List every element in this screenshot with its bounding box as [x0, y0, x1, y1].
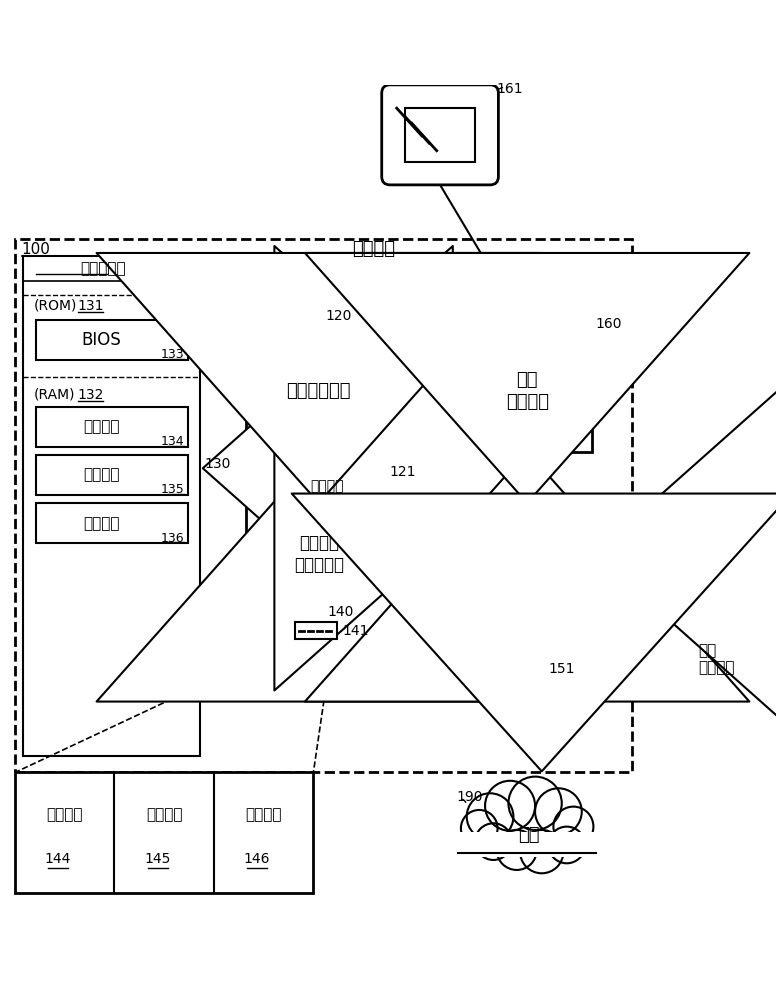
- Text: 非易失性: 非易失性: [299, 534, 339, 552]
- Bar: [296, 622, 337, 639]
- Text: 程序数据: 程序数据: [245, 807, 282, 822]
- Text: 131: 131: [78, 299, 104, 313]
- Bar: [36, 503, 188, 543]
- Text: 190: 190: [457, 790, 483, 804]
- Text: 144: 144: [45, 852, 71, 866]
- Bar: [462, 331, 592, 452]
- Text: 132: 132: [78, 388, 104, 402]
- Circle shape: [508, 777, 562, 830]
- Text: 计算设备: 计算设备: [352, 240, 395, 258]
- Text: 网络接口: 网络接口: [508, 545, 547, 563]
- Text: 中央处理单元: 中央处理单元: [286, 382, 351, 400]
- Circle shape: [466, 793, 514, 840]
- Text: 161: 161: [497, 82, 523, 96]
- Text: 程序数据: 程序数据: [84, 516, 120, 531]
- Text: 133: 133: [161, 348, 184, 361]
- Circle shape: [461, 810, 497, 847]
- Text: 通用: 通用: [698, 643, 717, 658]
- Text: 程序模块: 程序模块: [146, 807, 182, 822]
- Bar: [246, 506, 392, 602]
- Text: 134: 134: [161, 435, 184, 448]
- Text: 146: 146: [244, 852, 270, 866]
- Text: 操作系统: 操作系统: [84, 419, 120, 434]
- Text: 136: 136: [161, 532, 184, 545]
- Text: 操作系统: 操作系统: [47, 807, 83, 822]
- Text: BIOS: BIOS: [81, 331, 122, 349]
- Text: 硬件接口: 硬件接口: [506, 393, 549, 411]
- Text: 网络连接: 网络连接: [698, 660, 735, 675]
- Text: (ROM): (ROM): [33, 299, 77, 313]
- Circle shape: [549, 827, 585, 863]
- Circle shape: [475, 823, 511, 860]
- Bar: [246, 331, 392, 452]
- Text: 150: 150: [466, 605, 493, 619]
- Text: 100: 100: [22, 242, 50, 257]
- Bar: [36, 407, 188, 447]
- Bar: [36, 455, 188, 495]
- Text: 程序模块: 程序模块: [84, 467, 120, 482]
- FancyBboxPatch shape: [382, 85, 498, 185]
- Text: 图形: 图形: [516, 371, 538, 389]
- Bar: [15, 772, 314, 893]
- Text: 121: 121: [390, 465, 416, 479]
- Circle shape: [520, 830, 563, 873]
- Text: 系统存储器: 系统存储器: [81, 261, 126, 276]
- Text: 130: 130: [204, 457, 230, 471]
- Text: 系统总线: 系统总线: [310, 480, 344, 494]
- Text: 151: 151: [549, 662, 575, 676]
- Bar: [36, 320, 188, 360]
- Circle shape: [485, 781, 535, 831]
- Text: 145: 145: [144, 852, 171, 866]
- Text: 存储器接口: 存储器接口: [294, 556, 344, 574]
- Text: 140: 140: [327, 605, 354, 619]
- Bar: [462, 506, 592, 602]
- Circle shape: [553, 807, 594, 847]
- Circle shape: [535, 788, 582, 835]
- Text: 120: 120: [325, 309, 352, 323]
- Circle shape: [497, 830, 537, 870]
- Bar: [23, 256, 200, 756]
- Bar: [15, 239, 632, 772]
- Text: 网络: 网络: [518, 826, 540, 844]
- Text: 135: 135: [161, 483, 184, 496]
- Text: (RAM): (RAM): [33, 388, 74, 402]
- Bar: [405, 108, 475, 162]
- Bar: [459, 832, 596, 857]
- Text: 160: 160: [596, 317, 622, 331]
- Text: 141: 141: [342, 624, 369, 638]
